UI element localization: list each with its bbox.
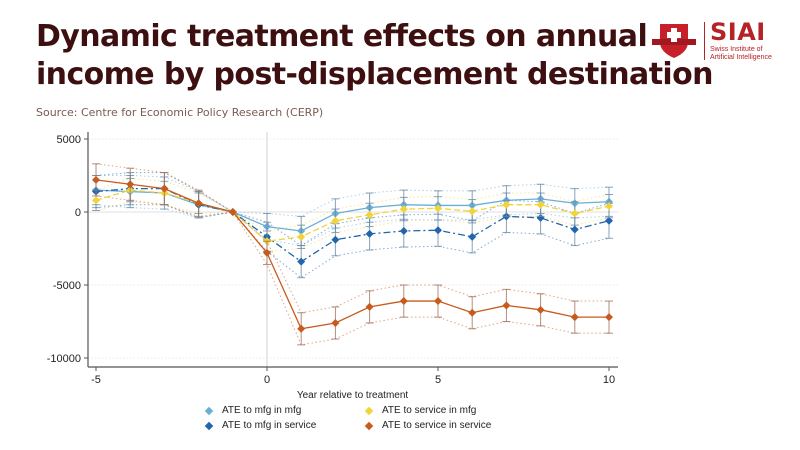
grid-lines (88, 138, 618, 359)
chart-title: Dynamic treatment effects on annual inco… (36, 18, 713, 94)
legend-item: ATE to service in mfg (364, 405, 477, 416)
series-ate-to-service-in-mfg (92, 177, 613, 252)
logo-subtitle: Swiss Institute of Artificial Intelligen… (710, 46, 772, 61)
logo-divider (704, 22, 705, 60)
data-point (194, 199, 203, 208)
series-ate-to-mfg-in-mfg (92, 175, 613, 247)
data-point (297, 232, 306, 241)
data-point (228, 208, 237, 216)
data-point (126, 180, 135, 189)
x-tick-label: -5 (91, 374, 101, 386)
data-point (468, 232, 477, 241)
data-point (434, 204, 442, 213)
data-point (365, 302, 374, 311)
swiss-cross-shield-icon (652, 24, 696, 58)
legend-marker (364, 421, 374, 430)
source-caption: Source: Centre for Economic Policy Resea… (36, 106, 324, 119)
y-tick-label: -5000 (53, 280, 81, 292)
y-tick-label: 5000 (57, 134, 81, 146)
data-point (297, 324, 306, 333)
ci-lower-bound (95, 204, 610, 247)
data-point (468, 308, 477, 317)
confidence-bounds (95, 163, 610, 346)
tick-labels: 5000 0 -5000 -10000 -5 0 5 10 (47, 134, 615, 386)
y-tick-label: -10000 (47, 353, 81, 365)
title-line-2: income by post-displacement destination (36, 57, 713, 92)
data-point (399, 226, 408, 235)
data-point (570, 209, 579, 218)
ci-lower-bound (95, 201, 610, 252)
data-point (605, 202, 613, 211)
data-point (92, 196, 100, 205)
data-point (331, 216, 340, 225)
data-point (263, 248, 271, 257)
series-ate-to-service-in-service (92, 163, 613, 346)
series-line (95, 179, 609, 330)
data-point (605, 313, 613, 322)
legend-label: ATE to mfg in service (222, 420, 317, 431)
data-point (160, 184, 169, 193)
data-point (297, 257, 306, 266)
data-point (331, 318, 340, 327)
legend-label: ATE to mfg in mfg (222, 405, 302, 416)
y-tick-label: 0 (75, 207, 81, 219)
x-tick-label: 5 (435, 374, 441, 386)
title-line-1: Dynamic treatment effects on annual (36, 19, 648, 54)
data-point (502, 301, 511, 310)
series-line (95, 189, 610, 242)
data-point (399, 297, 408, 306)
data-point (536, 305, 545, 314)
legend-item: ATE to mfg in mfg (204, 405, 302, 416)
legend-marker (204, 406, 214, 415)
legend-marker (364, 406, 374, 415)
data-point (468, 207, 477, 216)
data-point (331, 235, 340, 244)
data-point (605, 216, 613, 225)
data-point (434, 226, 442, 235)
legend-label: ATE to service in service (382, 420, 492, 431)
legend-label: ATE to service in mfg (382, 405, 477, 416)
data-point (399, 205, 408, 214)
data-point (502, 200, 511, 209)
logo-brand: SIAI (710, 18, 766, 46)
series-group (92, 163, 613, 346)
data-point (570, 225, 579, 234)
x-tick-label: 0 (264, 374, 270, 386)
data-point (434, 297, 442, 306)
ci-upper-bound (95, 177, 610, 232)
data-point (92, 175, 100, 184)
ci-upper-bound (95, 172, 610, 247)
axes (84, 132, 618, 371)
data-point (570, 313, 579, 322)
data-point (536, 213, 545, 222)
series-line (95, 187, 610, 263)
x-tick-label: 10 (603, 374, 615, 386)
data-point (536, 200, 545, 209)
ci-lower-bound (95, 204, 610, 279)
siai-logo: SIAI Swiss Institute of Artificial Intel… (648, 18, 778, 62)
data-point (365, 210, 374, 219)
legend-marker (204, 421, 214, 430)
ci-upper-bound (95, 163, 609, 314)
series-line (95, 189, 610, 232)
x-axis-label: Year relative to treatment (297, 390, 409, 401)
legend-item: ATE to mfg in service (204, 420, 317, 431)
data-point (365, 229, 374, 238)
legend-item: ATE to service in service (364, 420, 492, 431)
